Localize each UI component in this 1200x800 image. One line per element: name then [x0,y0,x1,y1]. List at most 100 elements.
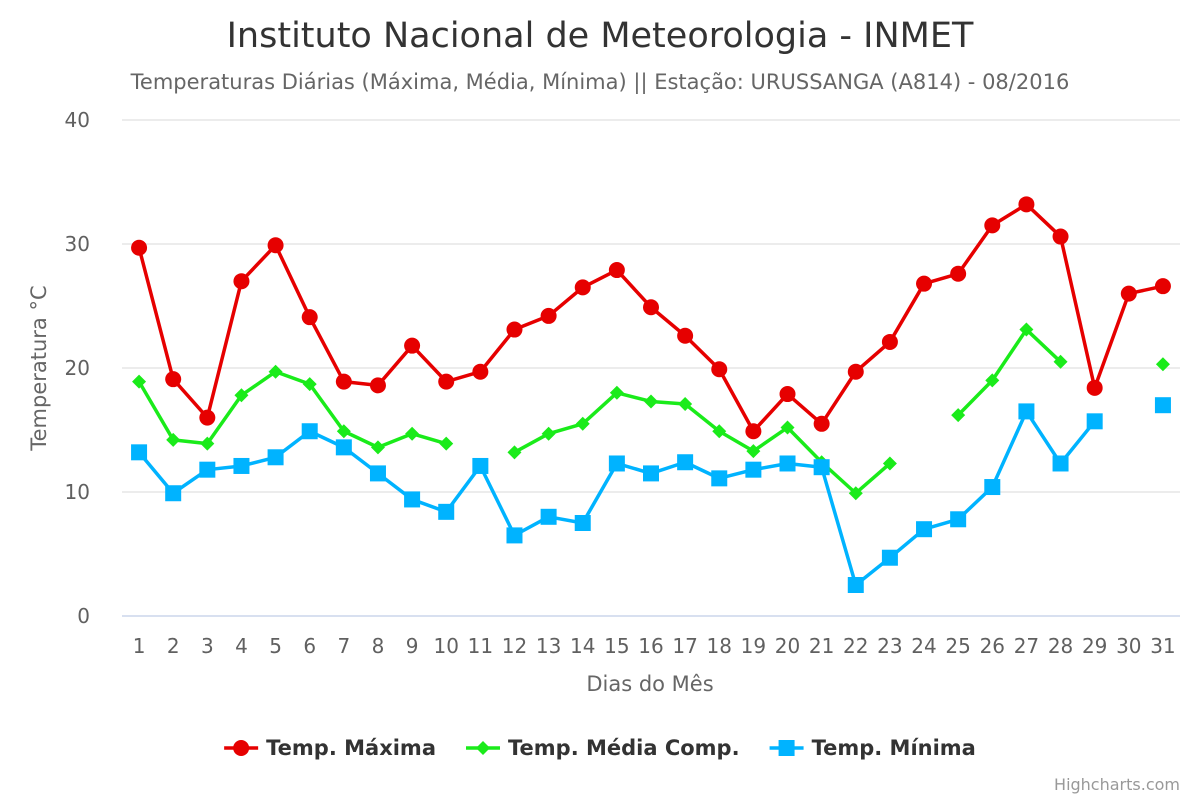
data-point[interactable] [233,273,250,290]
data-point[interactable] [1086,379,1103,396]
data-point[interactable] [302,377,317,392]
data-point[interactable] [1052,228,1069,245]
data-point[interactable] [1086,413,1103,430]
data-point[interactable] [779,455,796,472]
data-point[interactable] [233,457,250,474]
data-point[interactable] [608,455,625,472]
data-point[interactable] [199,409,216,426]
x-tick-label: 6 [303,634,316,658]
data-point[interactable] [234,388,249,403]
legend-label: Temp. Média Comp. [508,736,740,760]
data-point[interactable] [472,457,489,474]
data-point[interactable] [609,385,624,400]
data-point[interactable] [199,461,216,478]
data-point[interactable] [780,420,795,435]
data-point[interactable] [916,275,933,292]
data-point[interactable] [882,456,897,471]
data-point[interactable] [267,237,284,254]
data-point[interactable] [779,386,796,403]
data-point[interactable] [644,394,658,409]
x-tick-label: 3 [201,634,214,658]
data-point[interactable] [574,279,591,296]
data-point[interactable] [950,265,967,282]
data-point[interactable] [643,465,659,482]
data-point[interactable] [1155,357,1170,372]
data-point[interactable] [301,309,318,326]
data-point[interactable] [200,436,215,451]
data-point[interactable] [950,511,967,528]
legend-marker[interactable] [778,740,795,756]
data-point[interactable] [678,396,693,411]
data-point[interactable] [267,449,284,466]
data-point[interactable] [405,426,420,441]
data-point[interactable] [677,327,694,344]
x-tick-label: 22 [843,634,868,658]
credits[interactable]: Highcharts.com [1054,775,1180,794]
data-point[interactable] [745,423,762,440]
data-point[interactable] [506,321,523,338]
data-point[interactable] [574,515,591,531]
x-tick-label: 2 [167,634,180,658]
data-point[interactable] [1154,397,1171,414]
legend-marker[interactable] [233,740,250,756]
data-point[interactable] [1120,285,1137,302]
legend-marker[interactable] [476,741,490,755]
data-point[interactable] [575,416,590,431]
data-point[interactable] [985,373,1000,388]
data-point[interactable] [541,426,556,441]
data-point[interactable] [438,503,455,520]
data-point[interactable] [268,364,283,379]
data-point[interactable] [506,527,523,544]
data-point[interactable] [1154,278,1171,295]
x-tick-label: 8 [372,634,385,658]
data-point[interactable] [881,549,898,566]
data-point[interactable] [984,479,1001,496]
data-point[interactable] [507,445,522,460]
data-point[interactable] [608,262,625,279]
legend-item-0[interactable]: Temp. Máxima [224,736,436,760]
data-point[interactable] [677,454,694,471]
data-point[interactable] [369,377,386,394]
data-point[interactable] [335,373,352,390]
data-point[interactable] [165,485,182,502]
data-point[interactable] [370,440,385,455]
data-point[interactable] [439,436,454,451]
data-point[interactable] [301,423,318,440]
data-point[interactable] [540,508,557,525]
data-point[interactable] [1053,354,1068,369]
data-point[interactable] [132,374,147,389]
data-point[interactable] [881,333,898,350]
data-point[interactable] [369,465,386,482]
data-point[interactable] [813,459,830,476]
data-point[interactable] [335,439,352,456]
data-point[interactable] [1052,455,1069,472]
data-point[interactable] [404,491,421,508]
data-point[interactable] [1018,403,1035,420]
legend-item-1[interactable]: Temp. Média Comp. [466,736,740,760]
data-point[interactable] [166,432,181,447]
data-point[interactable] [951,408,966,423]
data-point[interactable] [643,299,659,316]
data-point[interactable] [131,444,148,461]
data-point[interactable] [712,424,727,439]
data-point[interactable] [472,363,489,380]
data-point[interactable] [745,461,762,478]
data-point[interactable] [847,363,864,380]
data-point[interactable] [404,337,421,354]
data-point[interactable] [984,217,1001,234]
data-point[interactable] [813,415,830,432]
data-point[interactable] [916,521,933,538]
data-point[interactable] [336,424,351,439]
data-point[interactable] [1019,322,1034,337]
data-point[interactable] [540,307,557,324]
data-point[interactable] [1018,196,1035,213]
data-point[interactable] [711,361,728,378]
data-point[interactable] [746,444,761,459]
data-point[interactable] [848,486,863,501]
data-point[interactable] [165,371,182,388]
data-point[interactable] [131,239,148,256]
data-point[interactable] [438,373,455,390]
data-point[interactable] [711,470,728,487]
data-point[interactable] [847,577,864,593]
legend-item-2[interactable]: Temp. Mínima [769,736,976,760]
